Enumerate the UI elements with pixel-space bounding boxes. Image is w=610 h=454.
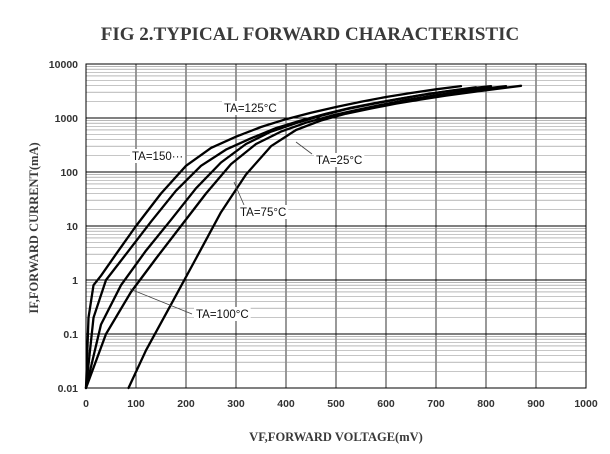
annotation-label-background <box>222 101 279 115</box>
y-tick-label: 100 <box>60 167 78 179</box>
annotation-label-background <box>194 307 251 321</box>
y-tick-label: 1 <box>72 275 78 287</box>
annotation-label: TA=125°C <box>224 103 277 115</box>
y-tick-label: 0.01 <box>58 383 79 395</box>
annotation-label: TA=150··· <box>132 151 183 163</box>
chart-title: FIG 2.TYPICAL FORWARD CHARACTERISTIC <box>101 24 519 45</box>
curve-layer <box>84 84 523 390</box>
x-axis-title: VF,FORWARD VOLTAGE(mV) <box>249 430 423 444</box>
plot-frame <box>85 63 587 389</box>
x-tick-label: 500 <box>327 398 345 410</box>
x-tick-label: 100 <box>127 398 145 410</box>
series-line <box>84 84 493 390</box>
x-tick-label: 200 <box>177 398 195 410</box>
tick-label-layer: 0 100 200 300 400 500 600 700 800 900 1000 0.01 0.1 1… <box>49 59 598 410</box>
y-tick-label: 10 <box>66 221 78 233</box>
y-tick-label: 10000 <box>49 59 78 71</box>
x-tick-label: 700 <box>427 398 445 410</box>
x-tick-label: 300 <box>227 398 245 410</box>
x-tick-label: 1000 <box>574 398 598 410</box>
annotation-label: TA=75°C <box>240 207 286 219</box>
annotation-leader-line <box>129 288 193 315</box>
annotation-label-background <box>238 205 289 219</box>
annotation-label: TA=25°C <box>316 155 362 167</box>
series-line <box>84 84 508 390</box>
y-tick-label: 0.1 <box>63 329 78 341</box>
x-tick-label: 0 <box>83 398 89 410</box>
x-tick-label: 400 <box>277 398 295 410</box>
annotation-layer: TA=125°C TA=150··· TA=25°C TA=75°C TA=100°C <box>130 101 365 321</box>
x-tick-label: 900 <box>527 398 545 410</box>
annotation-label-background <box>314 153 365 167</box>
annotation-leader-line <box>233 181 245 206</box>
annotation-leader-layer <box>129 141 313 315</box>
annotation-leader-line <box>295 141 313 155</box>
x-tick-label: 600 <box>377 398 395 410</box>
annotation-label-background <box>130 149 186 163</box>
x-tick-label: 800 <box>477 398 495 410</box>
y-tick-label: 1000 <box>55 113 79 125</box>
series-line <box>127 84 523 390</box>
series-line <box>84 84 463 390</box>
annotation-label: TA=100°C <box>196 309 249 321</box>
y-axis-title: IF,FORWARD CURRENT(mA) <box>27 142 41 313</box>
